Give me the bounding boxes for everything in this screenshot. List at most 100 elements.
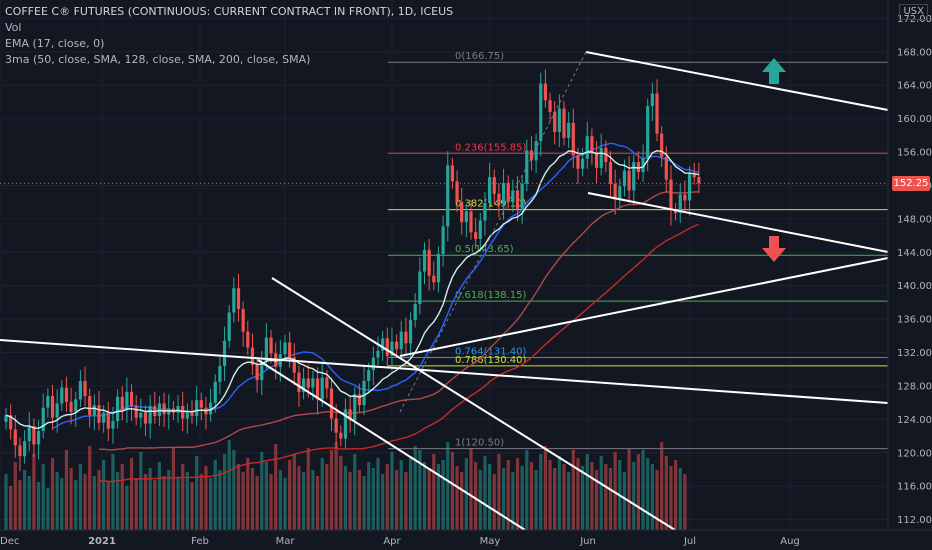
candle-body [395,341,399,350]
volume-bar [116,472,120,530]
candle-body [376,350,380,358]
time-axis-tick: May [480,536,501,547]
candle-body [427,249,431,276]
candle-body [320,377,324,400]
volume-bar [18,480,22,530]
candle-body [664,157,668,180]
candle-body [292,357,296,373]
volume-bar [441,460,445,530]
volume-bar [236,464,241,530]
time-axis-tick: Feb [191,536,209,547]
volume-bar [199,474,203,530]
candle-body [4,415,8,422]
candle-body [627,170,631,191]
candle-body [339,432,343,439]
candle-body [646,106,650,159]
volume-bar [283,478,287,530]
volume-bar [627,448,631,530]
volume-bar [450,452,454,530]
candle-body [576,155,580,169]
price-axis-tick: 120.00 [897,448,932,459]
candle-body [613,183,617,200]
time-axis-tick: 2021 [88,536,116,547]
fib-level-label: 0.618(138.15) [455,290,527,301]
volume-bar [474,462,478,530]
candle-body [636,162,640,173]
candle-body [687,173,692,201]
volume-bar [669,466,673,530]
volume-bar [292,454,296,530]
down-arrow-icon [762,236,786,262]
ma-indicator-label[interactable]: 3ma (50, close, SMA, 128, close, SMA, 20… [5,53,311,66]
candle-body [102,412,106,423]
candle-body [134,406,138,418]
price-axis-tick: 168.00 [897,47,932,58]
price-axis-tick: 116.00 [897,482,932,493]
volume-bar [315,476,320,530]
candle-body [408,319,413,344]
candle-body [641,158,645,173]
volume-bar [432,454,436,530]
candle-body [446,165,450,227]
volume-bar [469,448,473,530]
volume-bar [274,444,278,530]
candle-body [520,183,524,209]
volume-bars [4,440,687,530]
volume-bar [311,470,315,530]
volume-bar [181,464,185,530]
candle-body [181,406,185,419]
candle-body [246,331,250,348]
volume-bar [381,474,385,530]
volume-bar [683,474,687,530]
candle-body [604,147,608,163]
symbol-title: COFFEE C® FUTURES (CONTINUOUS: CURRENT C… [5,5,454,18]
volume-bar [60,478,64,530]
volume-bar [678,468,682,530]
ema-indicator-label[interactable]: EMA (17, close, 0) [5,37,105,50]
volume-bar [418,450,422,530]
volume-bar [436,464,441,530]
volume-indicator-label[interactable]: Vol [5,21,22,34]
volume-bar [9,486,13,530]
candle-body [125,391,129,411]
candle-body [297,372,301,392]
volume-bar [511,472,515,530]
trend-line [271,277,676,531]
volume-bar [64,450,69,530]
candle-body [469,211,473,233]
volume-bar [553,468,557,530]
candle-body [441,226,445,254]
time-axis-bg [0,530,932,550]
candle-body [529,150,534,161]
price-axis-bg [888,0,932,550]
volume-bar [162,476,166,530]
volume-bar [567,472,571,530]
volume-bar [385,464,389,530]
volume-bar [390,452,394,530]
candle-body [455,181,459,203]
candle-body [306,378,310,388]
volume-bar [83,474,87,530]
volume-bar [664,456,668,530]
currency-badge[interactable]: USX [899,4,928,20]
ema-17-line [5,149,700,430]
volume-bar [571,450,575,530]
volume-bar [23,470,27,530]
candle-body [543,83,547,101]
time-axis-tick: Apr [383,536,401,547]
candle-body [432,275,436,283]
price-axis-tick: 132.00 [897,348,932,359]
up-arrow-icon [762,58,786,84]
time-axis-tick: Mar [276,536,296,547]
volume-bar [27,476,31,530]
volume-bar [246,458,250,530]
candle-body [660,133,664,158]
candle-body [464,211,468,223]
volume-bar [557,456,561,530]
candle-body [594,152,599,168]
volume-bar [492,474,496,530]
volume-bar [455,466,459,530]
volume-bar [176,478,180,530]
